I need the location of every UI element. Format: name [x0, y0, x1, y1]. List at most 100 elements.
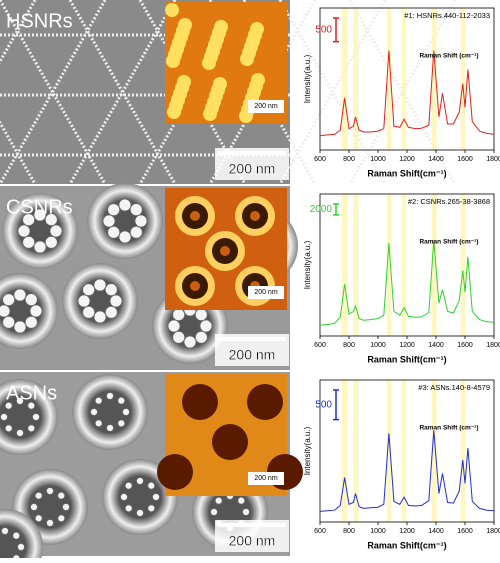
afm-feature: [250, 211, 260, 221]
nanoparticle: [94, 419, 103, 428]
nanoparticle: [24, 315, 38, 329]
cavity: [62, 263, 138, 339]
highlight-band: [341, 194, 348, 336]
y-axis-label: Intensity(a.u.): [303, 426, 312, 475]
highlight-band: [353, 194, 359, 336]
inset-scale-box: [248, 472, 284, 485]
highlight-band: [341, 380, 348, 522]
nanoparticle: [33, 240, 47, 254]
nanoparticle: [194, 330, 208, 344]
scale-bar-label: 200 nm: [229, 161, 276, 177]
nanoparticle: [27, 424, 36, 433]
highlight-band: [401, 194, 407, 336]
nanoparticle: [152, 493, 160, 501]
afm-feature: [178, 18, 192, 32]
nanoparticle: [106, 392, 114, 400]
nanoparticle: [93, 278, 107, 292]
nanoparticle: [49, 224, 63, 238]
nanoparticle: [106, 424, 114, 432]
nanoparticle: [0, 413, 8, 421]
scale-bar-label: 200 nm: [229, 347, 276, 363]
highlight-band: [431, 8, 437, 150]
nanoparticle: [136, 509, 144, 517]
afm-feature: [212, 424, 248, 460]
nanoparticle: [147, 481, 156, 490]
nanoparticle: [1, 527, 9, 535]
spectrum-line: [319, 430, 495, 512]
x-tick-label: 1800: [486, 528, 500, 535]
x-tick-label: 1800: [486, 342, 500, 349]
highlight-band: [386, 8, 392, 150]
nanoparticle: [124, 481, 133, 490]
nanoparticle: [94, 396, 103, 405]
intensity-scale-label: 500: [315, 24, 332, 35]
nanoparticle: [134, 214, 148, 228]
nanoparticle: [242, 508, 250, 516]
nanoparticle: [44, 213, 58, 227]
nanoparticle: [46, 487, 54, 495]
x-axis-label: Raman Shift(cm⁻¹): [367, 168, 446, 178]
x-tick-label: 800: [343, 156, 355, 163]
nanoparticle: [124, 504, 133, 513]
nanoparticle: [118, 230, 132, 244]
nanoparticle: [120, 493, 128, 501]
spectrum-annotation: #3: ASNs.140-8-4579: [418, 383, 490, 392]
highlight-band: [353, 380, 359, 522]
nanoring-line: [278, 0, 387, 185]
highlight-band: [386, 380, 392, 522]
nanoparticle: [0, 304, 11, 318]
nanoparticle: [117, 419, 126, 428]
nanoparticle: [172, 330, 186, 344]
nanoparticle: [33, 208, 47, 222]
inset-scale-label: 200 nm: [254, 289, 278, 296]
nanoparticle: [17, 543, 25, 551]
nanoparticle: [16, 429, 24, 437]
nanoparticle: [104, 305, 118, 319]
x-tick-label: 1200: [399, 528, 415, 535]
nanoparticle: [57, 514, 66, 523]
scale-bar: [218, 151, 286, 155]
nanoparticle: [104, 283, 118, 297]
nanoparticle: [147, 504, 156, 513]
nanoparticle: [82, 305, 96, 319]
x-tick-label: 1400: [428, 156, 444, 163]
nanoparticle: [13, 288, 27, 302]
highlight-band: [431, 380, 437, 522]
nanoparticle: [214, 496, 223, 505]
highlight-band: [460, 380, 465, 522]
nanoparticle: [129, 203, 143, 217]
x-tick-label: 1600: [457, 528, 473, 535]
nanoparticle: [44, 235, 58, 249]
inset-scale-label: 200 nm: [254, 103, 278, 110]
nanoparticle: [29, 304, 43, 318]
x-tick-label: 800: [343, 342, 355, 349]
x-tick-label: 1400: [428, 528, 444, 535]
highlight-band: [431, 194, 437, 336]
nanoparticle: [30, 503, 38, 511]
x-tick-label: 1400: [428, 342, 444, 349]
afm-feature: [190, 211, 200, 221]
nanoparticle: [34, 491, 43, 500]
highlight-band: [401, 380, 407, 522]
nanoparticle: [17, 224, 31, 238]
x-tick-label: 1200: [399, 156, 415, 163]
nanoparticle: [22, 213, 36, 227]
y-axis-label: Intensity(a.u.): [303, 54, 312, 103]
nanoparticle: [4, 401, 13, 410]
cavity: [87, 183, 163, 259]
afm-feature: [251, 73, 265, 87]
nanoparticle: [57, 491, 66, 500]
afm-feature: [190, 281, 200, 291]
x-tick-label: 1000: [370, 528, 386, 535]
nanoparticle: [32, 413, 40, 421]
afm-feature: [182, 384, 218, 420]
nanoparticle: [90, 408, 98, 416]
nanoparticle: [16, 397, 24, 405]
nanoparticle: [102, 214, 116, 228]
nanoparticle: [12, 531, 21, 540]
x-tick-label: 1600: [457, 342, 473, 349]
nanoparticle: [129, 225, 143, 239]
inset-scale-box: [248, 286, 284, 299]
nanoparticle: [107, 203, 121, 217]
